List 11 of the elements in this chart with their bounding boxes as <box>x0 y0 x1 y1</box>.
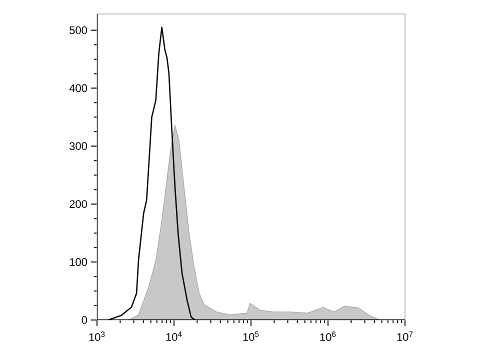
x-tick-label: 10$^{3}$ <box>89 332 105 341</box>
y-tick-label: 400 <box>69 84 88 92</box>
y-tick-label: 300 <box>70 142 88 150</box>
y-tick-label: 100 <box>70 258 88 266</box>
x-tick-label: 10$^{5}$ <box>243 332 259 341</box>
x-tick-label: 10$^{4}$ <box>166 332 182 341</box>
x-tick-label: 10$^{7}$ <box>397 332 413 341</box>
x-tick-label: 10$^{6}$ <box>320 332 336 341</box>
y-tick-label: 200 <box>70 200 88 208</box>
y-tick-label: 500 <box>70 26 88 34</box>
y-tick-label: 0 <box>82 316 88 324</box>
